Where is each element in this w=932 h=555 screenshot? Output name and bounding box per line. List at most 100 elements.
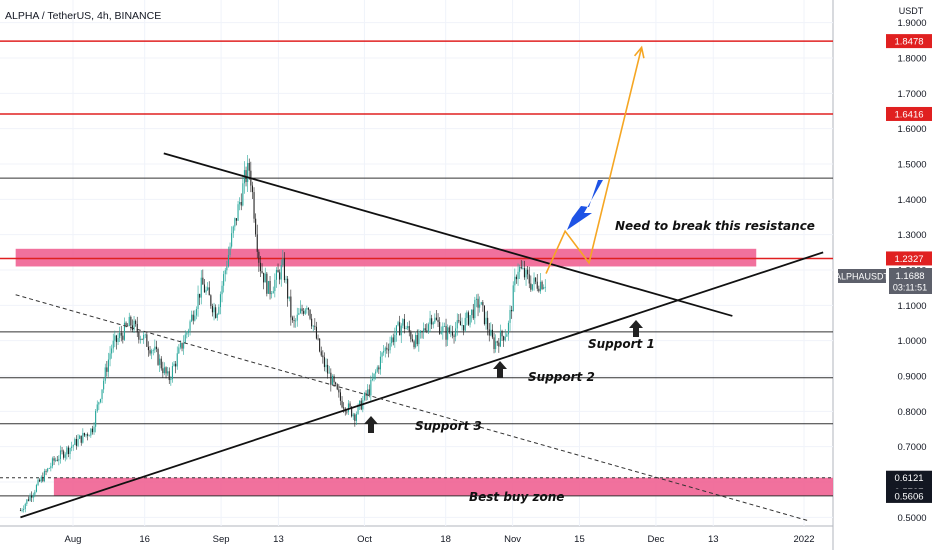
candle [455,321,457,342]
candle [495,334,497,353]
candle [432,321,434,329]
candle [207,282,209,292]
support-3-label: Support 3 [415,419,482,433]
price-tick-label: 1.4000 [897,195,926,206]
candle [112,333,114,353]
candle [120,325,122,342]
candle [314,318,316,331]
candle [434,313,436,324]
candle [21,508,23,513]
candle [461,317,463,331]
candle [211,303,213,317]
candle [213,302,215,321]
candle [287,276,289,307]
candle [503,335,505,347]
price-tick-label: 1.8000 [897,54,926,65]
candle [499,324,501,348]
candle [379,351,381,375]
candle [469,314,471,328]
candle [229,242,231,258]
candle [440,326,442,335]
price-axis[interactable]: 1.9000 1.8000 1.7000 1.6000 1.5000 1.4000 1.30… [897,18,926,524]
candle [453,333,455,344]
candle [117,332,119,345]
candle [381,351,383,364]
price-badge-box [889,268,932,294]
candle [192,310,194,325]
price-axis-unit: USDT [899,6,924,16]
candle [515,274,517,284]
candle [435,309,437,321]
candle [23,505,25,513]
candle [56,455,58,462]
candle [43,468,45,483]
candle [186,331,188,339]
candle [403,314,405,334]
candle [303,308,305,316]
candle [173,360,175,367]
candle [88,434,90,437]
candle [31,491,33,502]
time-axis[interactable]: Aug 16 Sep 13 Oct 18 Nov 15 Dec 13 2022 [65,534,815,545]
candle [159,354,161,372]
candle [79,434,81,440]
candle [341,396,343,409]
candle [74,437,76,446]
candle [367,384,369,401]
symbol-badge-text: ALPHAUSDT [835,272,890,282]
candle [128,312,130,327]
candle [426,323,428,334]
candle [274,273,276,298]
candle [133,315,135,334]
candle [178,344,180,354]
candle [223,270,225,293]
candle [83,432,85,438]
candle [45,469,47,476]
candle [485,311,487,330]
candle [288,296,290,302]
horizontal-levels [0,40,833,497]
candle [61,447,63,455]
candle [283,252,285,283]
candle [219,291,221,315]
candle [48,467,50,469]
candle [487,310,489,336]
candle [522,260,524,270]
candle [290,289,292,326]
candle [506,332,508,337]
candle [95,408,97,433]
candle [176,346,178,370]
level-badge: 1.2327 [886,251,932,266]
candle [34,489,36,498]
zones [15,248,833,496]
price-tick-label: 1.1000 [897,301,926,312]
price-tick-label: 1.3000 [897,230,926,241]
candle [530,275,532,292]
candle [71,441,73,452]
buy-zone-label: Best buy zone [469,490,564,504]
time-tick-label: 13 [273,534,284,545]
candle [189,319,191,336]
candle [47,467,49,473]
candle [162,361,164,378]
candle [338,384,340,398]
candle [285,275,287,284]
candle [448,325,450,335]
time-tick-label: Nov [504,534,521,545]
candle [32,492,34,502]
candle [392,333,394,346]
candle [218,304,220,315]
candle [29,493,31,502]
candle [127,323,129,327]
candle [291,315,293,323]
candle [210,294,212,309]
candle [523,260,525,280]
candle [418,329,420,352]
trendline-dashed-descending [15,294,809,522]
candle [191,310,193,323]
candle [235,218,237,226]
candle [466,310,468,326]
